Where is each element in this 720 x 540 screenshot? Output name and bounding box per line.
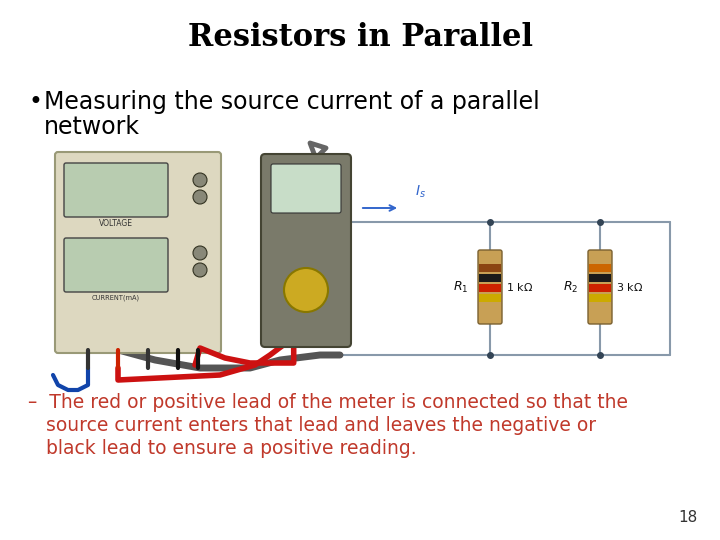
Text: black lead to ensure a positive reading.: black lead to ensure a positive reading. xyxy=(28,439,417,458)
Text: 200mA: 200mA xyxy=(294,235,318,241)
Bar xyxy=(589,294,611,302)
Text: 12.0: 12.0 xyxy=(84,184,124,202)
FancyBboxPatch shape xyxy=(55,152,221,353)
Text: COM: COM xyxy=(297,261,315,271)
Text: 3 k$\Omega$: 3 k$\Omega$ xyxy=(616,281,643,293)
Bar xyxy=(479,294,501,302)
Bar xyxy=(589,264,611,272)
Circle shape xyxy=(284,268,328,312)
Text: +: + xyxy=(289,316,299,329)
Bar xyxy=(479,284,501,292)
FancyBboxPatch shape xyxy=(64,163,168,217)
Text: Resistors in Parallel: Resistors in Parallel xyxy=(187,23,533,53)
Text: 18: 18 xyxy=(679,510,698,525)
Bar xyxy=(479,274,501,282)
Text: Measuring the source current of a parallel: Measuring the source current of a parall… xyxy=(44,90,540,114)
Text: –  The red or positive lead of the meter is connected so that the: – The red or positive lead of the meter … xyxy=(28,393,628,412)
Circle shape xyxy=(193,263,207,277)
Text: mA: mA xyxy=(294,246,318,260)
Text: VOLTAGE: VOLTAGE xyxy=(99,219,133,227)
Text: network: network xyxy=(44,115,140,139)
FancyBboxPatch shape xyxy=(588,250,612,324)
Bar xyxy=(479,264,501,272)
Text: $R_2$: $R_2$ xyxy=(563,280,578,294)
FancyBboxPatch shape xyxy=(64,238,168,292)
Text: CURRENT(mA): CURRENT(mA) xyxy=(92,295,140,301)
Circle shape xyxy=(193,190,207,204)
Bar xyxy=(589,274,611,282)
Circle shape xyxy=(193,246,207,260)
FancyBboxPatch shape xyxy=(478,250,502,324)
FancyBboxPatch shape xyxy=(261,154,351,347)
Bar xyxy=(589,284,611,292)
Text: $R_1$: $R_1$ xyxy=(453,280,468,294)
Text: $I_s$: $I_s$ xyxy=(415,184,426,200)
Circle shape xyxy=(193,173,207,187)
Text: source current enters that lead and leaves the negative or: source current enters that lead and leav… xyxy=(28,416,596,435)
Text: –: – xyxy=(315,316,321,329)
Text: +16.00: +16.00 xyxy=(286,184,326,193)
Text: 1 k$\Omega$: 1 k$\Omega$ xyxy=(506,281,533,293)
Text: 16.0: 16.0 xyxy=(84,259,124,277)
Text: •: • xyxy=(28,90,42,114)
FancyBboxPatch shape xyxy=(271,164,341,213)
